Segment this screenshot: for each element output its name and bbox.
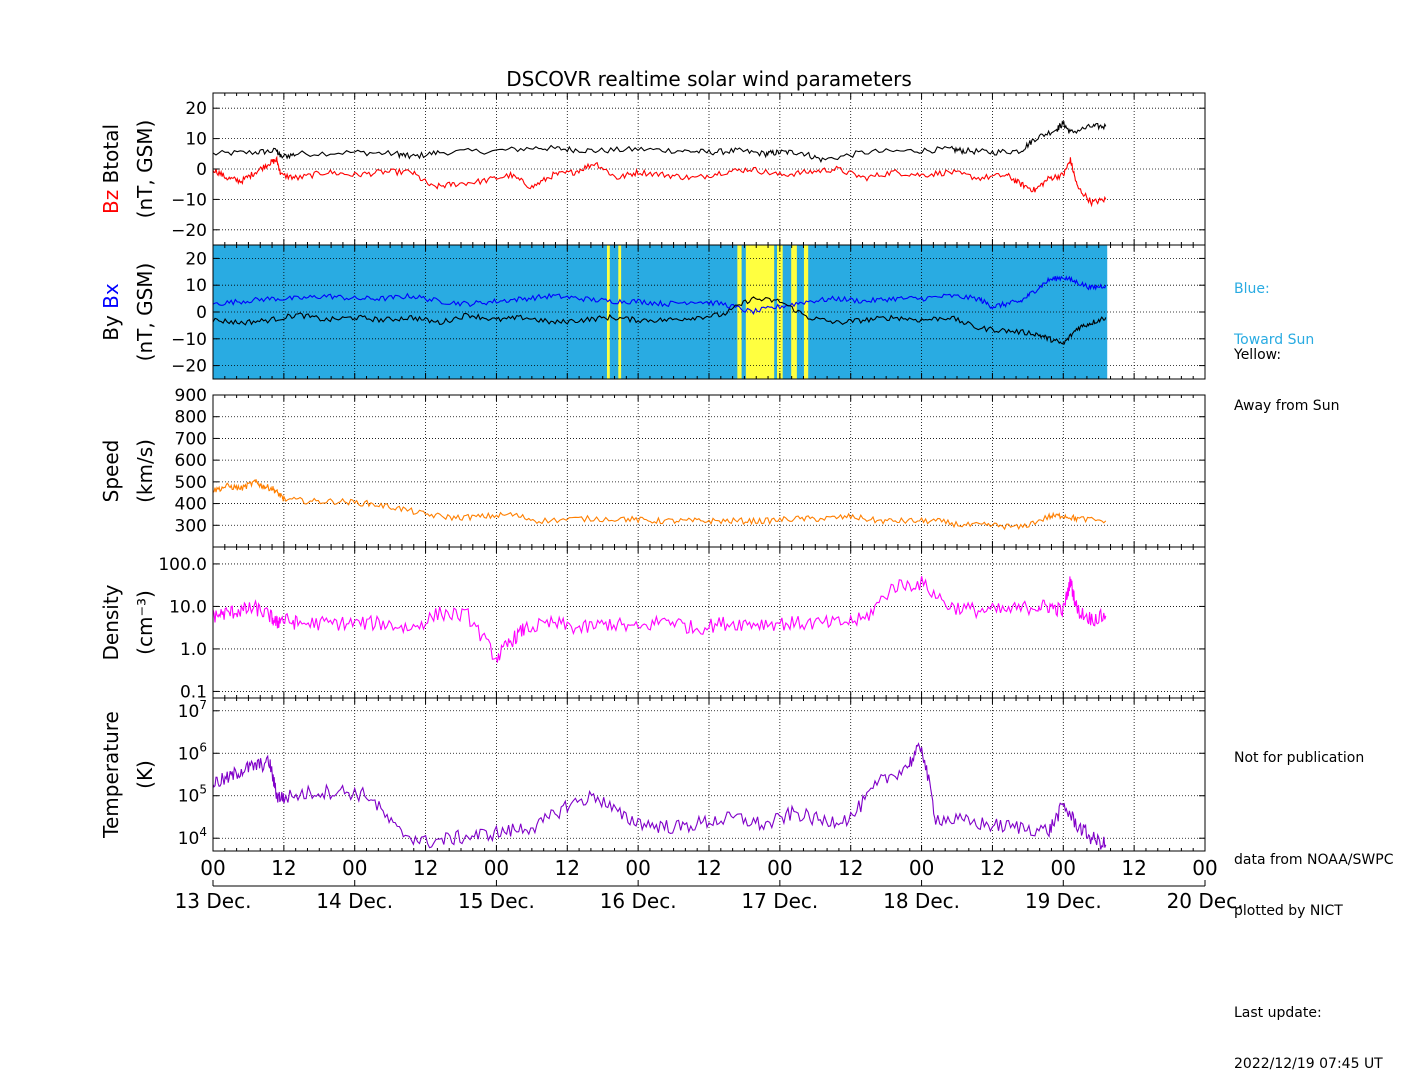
blue-note-line2: Toward Sun [1234, 332, 1315, 348]
x-date-label: 20 Dec. [1167, 889, 1244, 913]
data-source: data from NOAA/SWPC [1234, 852, 1394, 868]
y-tick-label: −10 [171, 190, 207, 210]
panel-magnetic-field-bx-by: 20 10 0 −10 −20 By Bx (nT, GSM) [99, 244, 1206, 380]
last-update-value: 2022/12/19 07:45 UT [1234, 1056, 1383, 1072]
y-axis-unit: (cm⁻³) [133, 590, 157, 655]
series-line-bz [212, 155, 1107, 208]
x-hour-label: 00 [1192, 856, 1217, 880]
toward-sun-note: Blue: Toward Sun [1234, 247, 1314, 366]
chart-title: DSCOVR realtime solar wind parameters [506, 67, 912, 91]
x-hour-label: 12 [271, 856, 296, 880]
away-sun-region [803, 245, 809, 379]
blue-note-line1: Blue: [1234, 281, 1270, 297]
x-hour-label: 00 [625, 856, 650, 880]
y-tick-label: 107 [178, 698, 207, 722]
y-axis-label: Temperature [99, 711, 123, 839]
y-tick-label: 106 [178, 740, 207, 764]
series-line-temperature [212, 742, 1107, 850]
y-tick-label: 10 [185, 130, 207, 150]
y-axis-unit: (nT, GSM) [133, 263, 157, 362]
y-axis-unit: (K) [133, 760, 157, 789]
y-tick-label: 500 [175, 473, 207, 493]
panel-density: 100.0 10.0 1.0 0.1 Density (cm⁻³) [99, 546, 1206, 702]
y-tick-label: 0 [196, 303, 207, 323]
x-hour-label: 00 [484, 856, 509, 880]
x-hour-label: 00 [909, 856, 934, 880]
x-hour-label: 00 [1051, 856, 1076, 880]
y-tick-label: 20 [185, 249, 207, 269]
y-tick-label: 300 [175, 516, 207, 536]
y-tick-label: −20 [171, 221, 207, 241]
panel-frame [212, 697, 1206, 852]
y-tick-label: 105 [178, 783, 207, 807]
x-date-label: 13 Dec. [175, 889, 252, 913]
credits-note: Not for publication data from NOAA/SWPC … [1234, 716, 1393, 1090]
panel-temperature: 107 106 105 104 Temperature (K) [99, 697, 1206, 852]
y-tick-label: 600 [175, 451, 207, 471]
away-sun-note: Yellow: Away from Sun [1234, 313, 1339, 432]
series-line-bx [212, 275, 1107, 315]
y-tick-label: 800 [175, 408, 207, 428]
x-date-label: 14 Dec. [316, 889, 393, 913]
series-line-by [212, 296, 1107, 345]
yellow-note-line2: Away from Sun [1234, 398, 1340, 414]
y-tick-label: −20 [171, 357, 207, 377]
y-axis-label: Bz Btotal [99, 124, 123, 214]
y-axis-unit: (km/s) [133, 439, 157, 503]
x-date-label: 18 Dec. [883, 889, 960, 913]
x-date-label: 19 Dec. [1025, 889, 1102, 913]
y-tick-label: −10 [171, 330, 207, 350]
x-hour-label: 12 [1121, 856, 1146, 880]
solar-wind-figure: DSCOVR realtime solar wind parameters 20… [99, 67, 1244, 913]
yellow-note-line1: Yellow: [1234, 347, 1282, 363]
x-hour-label: 12 [696, 856, 721, 880]
series-line-density [212, 576, 1107, 663]
x-date-label: 16 Dec. [600, 889, 677, 913]
series-line-btotal [212, 120, 1107, 164]
x-hour-label: 00 [342, 856, 367, 880]
y-tick-label: 104 [178, 825, 207, 849]
x-hour-label: 12 [980, 856, 1005, 880]
plotted-by: plotted by NICT [1234, 903, 1343, 919]
panels-group: 20 10 0 −10 −20 Bz Btotal (nT, GSM) 20 10 0 −10 −20… [99, 92, 1206, 852]
x-date-label: 17 Dec. [741, 889, 818, 913]
y-axis-unit: (nT, GSM) [133, 120, 157, 219]
y-axis-label: By Bx [99, 283, 123, 341]
x-hour-label: 00 [767, 856, 792, 880]
y-tick-label: 100.0 [158, 555, 207, 575]
y-tick-label: 20 [185, 99, 207, 119]
not-for-publication: Not for publication [1234, 750, 1365, 766]
away-sun-region [737, 245, 742, 379]
y-axis-label: Density [99, 584, 123, 660]
panel-magnetic-field-bz-btotal: 20 10 0 −10 −20 Bz Btotal (nT, GSM) [99, 92, 1206, 246]
away-sun-region [606, 245, 610, 379]
y-tick-label: 10 [185, 276, 207, 296]
y-tick-label: 1.0 [180, 640, 207, 660]
y-tick-label: 900 [175, 386, 207, 406]
last-update-label: Last update: [1234, 1005, 1322, 1021]
y-tick-label: 700 [175, 429, 207, 449]
x-hour-label: 12 [838, 856, 863, 880]
away-sun-region [618, 245, 622, 379]
y-tick-label: 0.1 [180, 682, 207, 702]
x-axis: 00 12 00 12 00 12 00 12 00 12 00 12 00 12 00 13 Dec. 14 … [175, 856, 1244, 913]
x-date-label: 15 Dec. [458, 889, 535, 913]
x-hour-label: 00 [200, 856, 225, 880]
y-tick-label: 0 [196, 160, 207, 180]
x-hour-label: 12 [413, 856, 438, 880]
y-tick-label: 400 [175, 495, 207, 515]
y-axis-label: Speed [99, 440, 123, 503]
x-hour-label: 12 [555, 856, 580, 880]
series-line-speed [212, 479, 1107, 531]
y-tick-label: 10.0 [169, 597, 207, 617]
